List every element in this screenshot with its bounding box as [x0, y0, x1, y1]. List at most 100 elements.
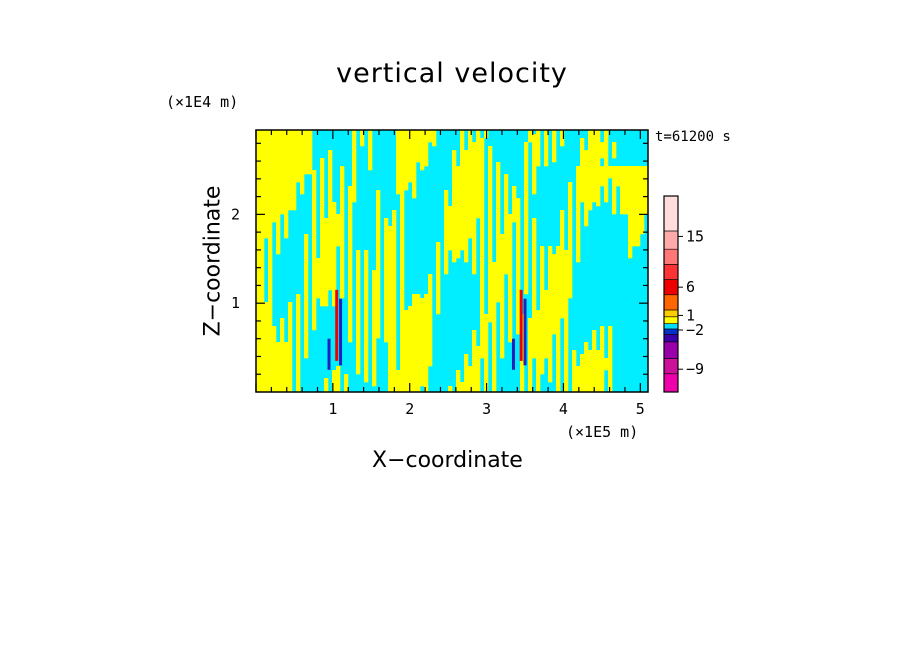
- positive-cell: [400, 274, 405, 279]
- positive-cell: [552, 330, 557, 335]
- positive-cell: [324, 282, 329, 287]
- positive-cell: [468, 174, 473, 179]
- positive-cell: [404, 182, 409, 187]
- positive-cell: [292, 178, 297, 183]
- positive-cell: [312, 226, 317, 231]
- positive-cell: [560, 138, 565, 143]
- positive-cell: [604, 146, 609, 151]
- positive-cell: [500, 326, 505, 331]
- positive-cell: [456, 206, 461, 211]
- positive-cell: [516, 326, 521, 331]
- positive-cell: [464, 234, 469, 239]
- positive-cell: [284, 354, 289, 359]
- positive-cell: [264, 130, 269, 135]
- positive-cell: [348, 202, 353, 207]
- positive-cell: [524, 254, 529, 259]
- positive-cell: [424, 378, 429, 383]
- positive-cell: [292, 158, 297, 163]
- positive-cell: [624, 190, 629, 195]
- positive-cell: [256, 362, 261, 367]
- positive-cell: [576, 214, 581, 219]
- positive-cell: [308, 166, 313, 171]
- positive-cell: [328, 230, 333, 235]
- positive-cell: [504, 222, 509, 227]
- positive-cell: [524, 262, 529, 267]
- positive-cell: [256, 138, 261, 143]
- positive-cell: [364, 374, 369, 379]
- positive-cell: [584, 374, 589, 379]
- positive-cell: [256, 282, 261, 287]
- positive-cell: [348, 338, 353, 343]
- positive-cell: [296, 342, 301, 347]
- positive-cell: [556, 330, 561, 335]
- positive-cell: [296, 158, 301, 163]
- positive-cell: [292, 130, 297, 135]
- positive-cell: [352, 174, 357, 179]
- positive-cell: [344, 378, 349, 383]
- positive-cell: [288, 338, 293, 343]
- positive-cell: [568, 198, 573, 203]
- positive-cell: [424, 314, 429, 319]
- positive-cell: [464, 150, 469, 155]
- positive-cell: [476, 358, 481, 363]
- positive-cell: [472, 346, 477, 351]
- positive-cell: [272, 178, 277, 183]
- positive-cell: [444, 202, 449, 207]
- positive-cell: [456, 174, 461, 179]
- positive-cell: [396, 374, 401, 379]
- positive-cell: [556, 250, 561, 255]
- positive-cell: [260, 186, 265, 191]
- positive-cell: [608, 338, 613, 343]
- positive-cell: [640, 222, 645, 227]
- positive-cell: [348, 270, 353, 275]
- colorbar-segment: [663, 248, 679, 265]
- positive-cell: [584, 206, 589, 211]
- positive-cell: [324, 274, 329, 279]
- positive-cell: [368, 138, 373, 143]
- positive-cell: [376, 202, 381, 207]
- positive-cell: [296, 174, 301, 179]
- positive-cell: [604, 190, 609, 195]
- positive-cell: [388, 302, 393, 307]
- positive-cell: [460, 182, 465, 187]
- positive-cell: [644, 182, 648, 187]
- positive-cell: [496, 266, 501, 271]
- positive-cell: [404, 318, 409, 323]
- positive-cell: [304, 250, 309, 255]
- positive-cell: [500, 350, 505, 355]
- colorbar-segment: [663, 294, 679, 311]
- positive-cell: [376, 318, 381, 323]
- positive-cell: [348, 186, 353, 191]
- positive-cell: [392, 314, 397, 319]
- positive-cell: [260, 130, 265, 135]
- positive-cell: [540, 294, 545, 299]
- positive-cell: [468, 142, 473, 147]
- positive-cell: [412, 382, 417, 387]
- positive-cell: [524, 162, 529, 167]
- positive-cell: [496, 162, 501, 167]
- positive-cell: [520, 366, 525, 371]
- positive-cell: [272, 374, 277, 379]
- positive-cell: [472, 250, 477, 255]
- positive-cell: [492, 290, 497, 295]
- positive-cell: [580, 166, 585, 171]
- positive-cell: [560, 214, 565, 219]
- positive-cell: [420, 362, 425, 367]
- positive-cell: [508, 238, 513, 243]
- positive-cell: [492, 338, 497, 343]
- positive-cell: [284, 222, 289, 227]
- positive-cell: [456, 238, 461, 243]
- positive-cell: [636, 178, 641, 183]
- positive-cell: [260, 294, 265, 299]
- positive-cell: [632, 182, 637, 187]
- positive-cell: [600, 370, 605, 375]
- positive-cell: [280, 354, 285, 359]
- positive-cell: [396, 182, 401, 187]
- positive-cell: [468, 198, 473, 203]
- positive-cell: [284, 190, 289, 195]
- positive-cell: [460, 134, 465, 139]
- positive-cell: [304, 146, 309, 151]
- positive-cell: [352, 162, 357, 167]
- positive-cell: [276, 390, 281, 392]
- positive-cell: [488, 222, 493, 227]
